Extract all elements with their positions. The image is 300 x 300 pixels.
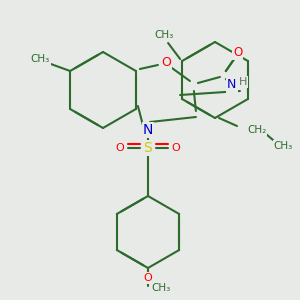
Text: CH₃: CH₃ <box>152 283 171 293</box>
Text: CH₃: CH₃ <box>273 141 292 151</box>
Text: CH₃: CH₃ <box>154 30 174 40</box>
Text: N: N <box>227 79 237 92</box>
Text: O: O <box>144 273 152 283</box>
Text: CH₃: CH₃ <box>31 54 50 64</box>
Text: N: N <box>143 123 153 137</box>
Text: CH₂: CH₂ <box>248 125 267 135</box>
Text: O: O <box>161 56 171 70</box>
Text: S: S <box>144 141 152 155</box>
Text: O: O <box>116 143 124 153</box>
Text: H: H <box>239 77 247 87</box>
Text: O: O <box>233 46 242 59</box>
Text: O: O <box>172 143 180 153</box>
